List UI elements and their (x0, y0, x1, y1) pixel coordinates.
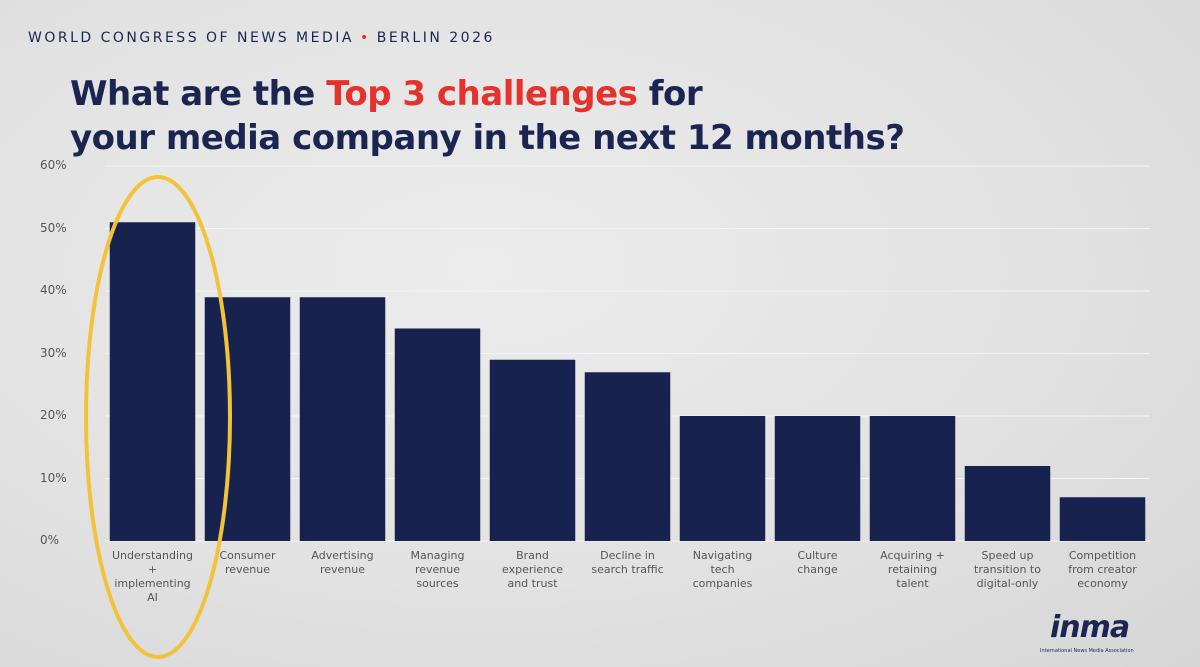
x-tick-label: Culture change (797, 549, 838, 576)
title-highlight: Top 3 challenges (326, 74, 638, 114)
bar (964, 466, 1051, 541)
x-tick-label: Navigating tech companies (692, 549, 753, 590)
bar (489, 359, 576, 541)
title-text: your media company in the next 12 months… (70, 118, 905, 158)
x-tick-label: Speed up transition to digital-only (974, 549, 1041, 590)
logo-tagline: International News Media Association (1040, 648, 1134, 654)
event-name: WORLD CONGRESS OF NEWS MEDIA (28, 30, 354, 46)
x-tick-label: Acquiring + retaining talent (880, 549, 945, 590)
y-tick-label: 40% (40, 283, 67, 297)
y-tick-label: 0% (40, 533, 60, 547)
y-tick-label: 30% (40, 345, 67, 360)
bar (584, 372, 671, 541)
x-tick-label: Competition from creator economy (1068, 549, 1137, 590)
title-text: for (637, 74, 703, 114)
x-tick-label: Decline in search traffic (591, 549, 664, 576)
x-tick-label: Consumer revenue (219, 549, 276, 576)
title-text: What are the (70, 74, 327, 114)
bar (1059, 497, 1146, 541)
y-tick-label: 50% (40, 220, 67, 235)
x-tick-label: Advertising revenue (311, 549, 374, 576)
x-tick-label: Managing revenue sources (410, 549, 465, 590)
highlight-ellipse (84, 175, 232, 659)
logo: inma (1050, 610, 1130, 645)
chart-title: What are the Top 3 challenges for your me… (70, 72, 905, 160)
bars (109, 222, 1146, 541)
event-place: BERLIN 2026 (376, 30, 495, 46)
separator: • (359, 30, 371, 46)
bar (394, 328, 481, 541)
x-tick-label: Understanding + implementing AI (111, 549, 194, 604)
x-tick-label: Brand experience and trust (502, 549, 563, 590)
bar (109, 222, 196, 541)
bar (679, 416, 766, 541)
supertitle: WORLD CONGRESS OF NEWS MEDIA • BERLIN 2026 (28, 30, 495, 46)
y-tick-label: 60% (40, 158, 67, 172)
bar (204, 297, 291, 541)
bar (299, 297, 386, 541)
y-tick-label: 10% (40, 470, 67, 485)
y-tick-label: 20% (40, 408, 67, 422)
bar (869, 416, 956, 541)
bar (774, 416, 861, 541)
